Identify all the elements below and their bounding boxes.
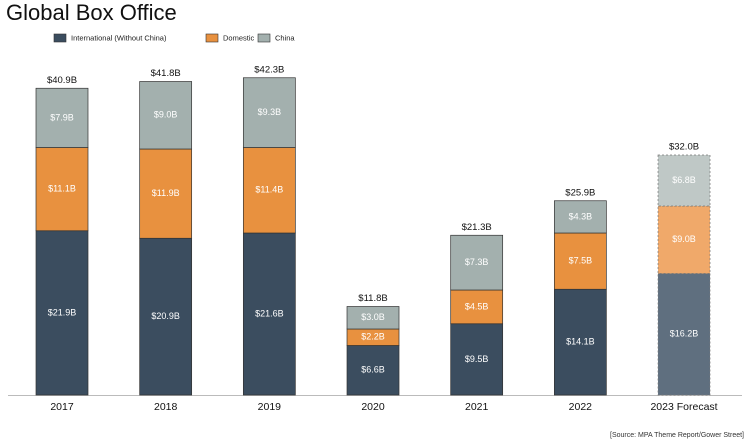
data-label: $21.9B — [48, 307, 77, 317]
legend-swatch — [53, 33, 67, 43]
x-tick-label: 2021 — [465, 401, 489, 413]
bar-segment — [553, 200, 607, 234]
data-label: $7.5B — [569, 256, 593, 266]
legend-swatch — [257, 33, 271, 43]
x-tick-label: 2017 — [50, 401, 74, 413]
total-label: $21.3B — [462, 222, 492, 233]
data-label: $9.3B — [258, 107, 282, 117]
data-label: $9.0B — [154, 110, 178, 120]
bar-segment — [242, 232, 296, 396]
data-label: $11.4B — [255, 185, 283, 195]
data-label: $16.2B — [670, 329, 699, 339]
source-note: [Source: MPA Theme Report/Gower Street] — [610, 432, 744, 439]
legend-label: China — [275, 33, 295, 42]
x-tick-label: 2018 — [154, 401, 178, 413]
bar-segment — [346, 345, 400, 396]
x-tick-label: 2020 — [361, 401, 385, 413]
data-label: $7.9B — [50, 112, 74, 122]
bar-segment — [346, 306, 400, 330]
data-label: $6.6B — [361, 365, 385, 375]
bar-segment — [657, 273, 711, 396]
data-label: $3.0B — [361, 312, 385, 322]
legend-label: International (Without China) — [71, 33, 167, 42]
data-label: $2.2B — [361, 332, 385, 342]
bar-segment — [450, 234, 504, 291]
total-label: $11.8B — [358, 293, 387, 304]
legend-swatch — [205, 33, 219, 43]
bar-segment — [657, 154, 711, 207]
data-label: $21.6B — [255, 308, 284, 318]
data-label: $9.0B — [672, 234, 696, 244]
bar-segment — [35, 147, 89, 232]
data-label: $14.1B — [566, 337, 595, 347]
bar-segment — [450, 289, 504, 325]
total-label: $32.0B — [669, 142, 699, 153]
bar-segment — [139, 81, 193, 150]
bar-segment — [657, 205, 711, 274]
bar-segment — [35, 230, 89, 396]
data-label: $20.9B — [151, 311, 180, 321]
total-label: $25.9B — [565, 187, 595, 198]
data-label: $4.5B — [465, 301, 489, 311]
chart-title: Global Box Office — [6, 0, 177, 25]
data-label: $6.8B — [672, 175, 696, 185]
bar-segment — [139, 237, 193, 396]
x-tick-label: 2019 — [258, 401, 282, 413]
x-tick-label: 2022 — [569, 401, 593, 413]
total-label: $41.8B — [151, 68, 181, 79]
data-label: $9.5B — [465, 354, 489, 364]
total-label: $40.9B — [47, 75, 77, 86]
bar-segment — [553, 232, 607, 290]
data-label: $7.3B — [465, 257, 489, 267]
bar-segment — [35, 87, 89, 148]
data-label: $11.9B — [152, 188, 180, 198]
bar-segment — [450, 323, 504, 396]
bar-segment — [242, 147, 296, 234]
bar-segment — [553, 288, 607, 396]
bar-segment — [139, 148, 193, 239]
x-tick-label: 2023 Forecast — [650, 401, 717, 413]
data-label: $4.3B — [569, 211, 593, 221]
total-label: $42.3B — [254, 64, 284, 75]
bar-segment — [242, 77, 296, 148]
data-label: $11.1B — [48, 184, 76, 194]
legend-label: Domestic — [223, 33, 255, 42]
